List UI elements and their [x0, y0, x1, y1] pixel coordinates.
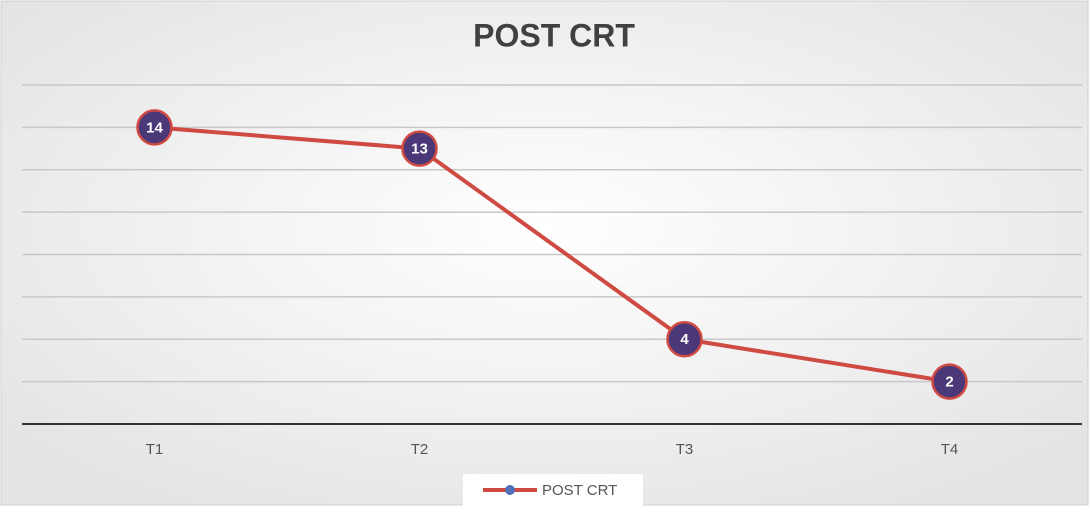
legend: POST CRT — [463, 474, 643, 506]
legend-label: POST CRT — [542, 482, 617, 499]
series-line — [154, 125, 950, 384]
data-label: 14 — [146, 119, 163, 136]
legend-marker — [505, 485, 515, 495]
chart-title: POST CRT — [473, 17, 635, 53]
x-tick-label: T4 — [941, 441, 959, 458]
data-label: 13 — [411, 141, 428, 158]
data-point — [666, 321, 703, 358]
data-point — [401, 130, 438, 167]
x-tick-label: T3 — [676, 441, 694, 458]
data-point — [136, 109, 173, 146]
data-label: 4 — [680, 331, 689, 348]
x-tick-label: T2 — [411, 441, 429, 458]
x-tick-label: T1 — [146, 441, 164, 458]
data-point — [931, 363, 968, 400]
data-label: 2 — [945, 374, 953, 391]
